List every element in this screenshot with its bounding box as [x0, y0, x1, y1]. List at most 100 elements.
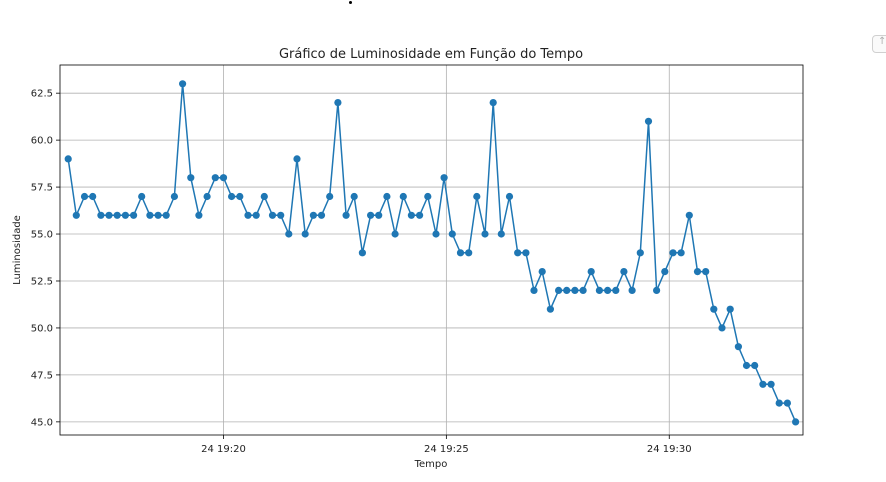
data-point	[113, 211, 121, 219]
data-point	[555, 286, 563, 294]
data-point	[260, 192, 268, 201]
data-point	[792, 418, 800, 426]
x-tick-label: 24 19:20	[201, 444, 246, 455]
data-point	[195, 211, 203, 219]
data-point	[783, 399, 792, 407]
page-dot	[349, 1, 352, 4]
plot-area	[60, 65, 803, 435]
data-point	[481, 230, 489, 238]
data-point	[685, 211, 693, 219]
series-layer	[64, 80, 800, 426]
data-point	[277, 211, 285, 219]
data-point	[309, 211, 317, 219]
data-point	[383, 192, 391, 201]
data-point	[391, 230, 399, 238]
data-point	[375, 211, 383, 219]
data-point	[465, 249, 473, 257]
data-point	[522, 249, 530, 257]
data-point	[130, 211, 138, 219]
data-point	[97, 211, 105, 219]
data-point	[620, 268, 628, 276]
data-point	[644, 117, 653, 125]
data-point	[367, 211, 375, 219]
data-point	[636, 249, 644, 257]
data-point	[268, 211, 277, 219]
data-point	[628, 286, 636, 294]
y-tick-label: 52.5	[31, 276, 53, 287]
data-point	[285, 230, 293, 238]
data-point	[424, 192, 432, 201]
data-point	[236, 192, 244, 201]
y-axis-label: Luminosidade	[12, 215, 23, 285]
data-point	[440, 174, 448, 182]
data-point	[669, 249, 677, 257]
arrow-icon: ↑	[878, 36, 886, 47]
x-tick-label: 24 19:25	[424, 444, 469, 455]
side-panel-handle[interactable]: ↑	[872, 35, 886, 53]
data-point	[661, 268, 669, 276]
data-point	[497, 230, 505, 238]
data-point	[170, 192, 178, 201]
y-tick-label: 50.0	[31, 323, 53, 334]
x-axis: 24 19:20 24 19:25 24 19:30	[201, 435, 692, 455]
y-tick-label: 45.0	[31, 417, 53, 428]
data-point	[293, 155, 301, 163]
data-point	[677, 249, 685, 257]
data-point	[138, 192, 146, 201]
data-point	[146, 211, 154, 219]
data-point	[244, 211, 252, 219]
data-point	[489, 99, 497, 107]
plot-frame	[59, 64, 804, 436]
data-point	[734, 343, 743, 351]
data-point	[211, 174, 219, 182]
data-point	[538, 268, 546, 276]
data-point	[653, 286, 661, 294]
data-point	[726, 305, 734, 313]
data-point	[456, 249, 465, 257]
data-point	[693, 268, 702, 276]
y-tick-label: 60.0	[31, 136, 53, 147]
data-point	[775, 399, 783, 407]
data-point	[448, 230, 456, 238]
data-point	[187, 174, 195, 182]
data-point	[595, 286, 604, 294]
data-point	[72, 211, 80, 219]
data-point	[742, 361, 751, 370]
data-point	[334, 99, 342, 107]
data-point	[154, 211, 162, 219]
data-point	[514, 249, 522, 257]
data-point	[326, 192, 334, 201]
data-point	[563, 286, 571, 294]
x-axis-label: Tempo	[414, 459, 448, 470]
data-point	[432, 230, 440, 238]
data-point	[301, 230, 309, 238]
data-point	[162, 211, 170, 219]
data-point	[203, 192, 211, 201]
data-point	[767, 380, 775, 388]
data-point	[473, 192, 481, 201]
data-point	[416, 211, 424, 219]
data-point	[710, 305, 718, 313]
data-point	[121, 211, 129, 219]
x-tick-label: 24 19:30	[647, 444, 692, 455]
data-point	[587, 268, 595, 276]
data-point	[546, 305, 555, 313]
data-point	[80, 192, 89, 201]
y-tick-label: 55.0	[31, 230, 53, 241]
chart-title: Gráfico de Luminosidade em Função do Tem…	[279, 47, 583, 62]
data-point	[350, 192, 358, 201]
y-tick-label: 47.5	[31, 370, 53, 381]
grid	[60, 65, 803, 435]
data-point	[89, 192, 97, 201]
data-point	[228, 192, 236, 201]
data-point	[342, 211, 350, 219]
data-point	[530, 286, 538, 294]
y-tick-label: 62.5	[31, 89, 53, 100]
data-point	[579, 286, 587, 294]
data-point	[399, 192, 407, 201]
data-point	[702, 268, 710, 276]
data-point	[407, 211, 415, 219]
data-point	[219, 174, 228, 182]
data-point	[604, 286, 612, 294]
